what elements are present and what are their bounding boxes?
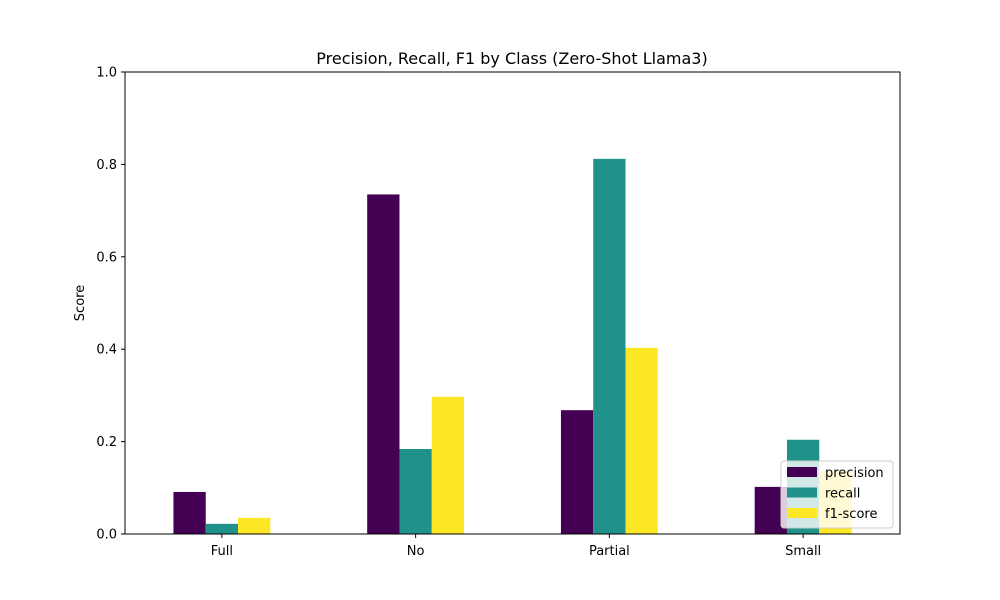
legend-swatch-recall [787,487,817,498]
y-tick-label: 0.0 [96,528,117,543]
legend-label-recall: recall [825,487,860,502]
chart-title: Precision, Recall, F1 by Class (Zero-Sho… [316,49,707,68]
y-tick-label: 0.8 [96,158,117,173]
x-axis-ticks: Full No Partial Small [211,534,821,559]
y-axis-label: Score [73,285,88,321]
legend: precision recall f1-score [780,460,894,529]
x-tick-label-full: Full [211,544,233,559]
bar-precision-full [173,491,206,534]
bar-precision-no [367,194,400,534]
bar-recall-partial [593,158,626,534]
legend-label-f1-score: f1-score [825,507,877,522]
bar-f1-score-full [238,517,271,534]
bar-f1-score-no [431,396,465,534]
y-axis-ticks: 0.0 0.2 0.4 0.6 0.8 1.0 [96,66,125,543]
legend-label-precision: precision [825,466,884,481]
legend-swatch-precision [787,467,817,477]
y-tick-label: 1.0 [96,66,117,81]
y-tick-label: 0.4 [96,343,117,358]
plot-frame [124,71,901,535]
x-tick-label-small: Small [785,544,821,559]
bar-f1-score-partial [625,347,658,534]
bar-recall-full [205,523,239,534]
legend-swatch-f1-score [787,508,817,518]
y-tick-label: 0.6 [96,250,117,265]
bar-recall-no [399,448,432,534]
x-tick-label-partial: Partial [589,544,630,559]
bar-precision-partial [560,410,594,534]
y-tick-label: 0.2 [96,435,117,450]
x-tick-label-no: No [407,544,425,559]
